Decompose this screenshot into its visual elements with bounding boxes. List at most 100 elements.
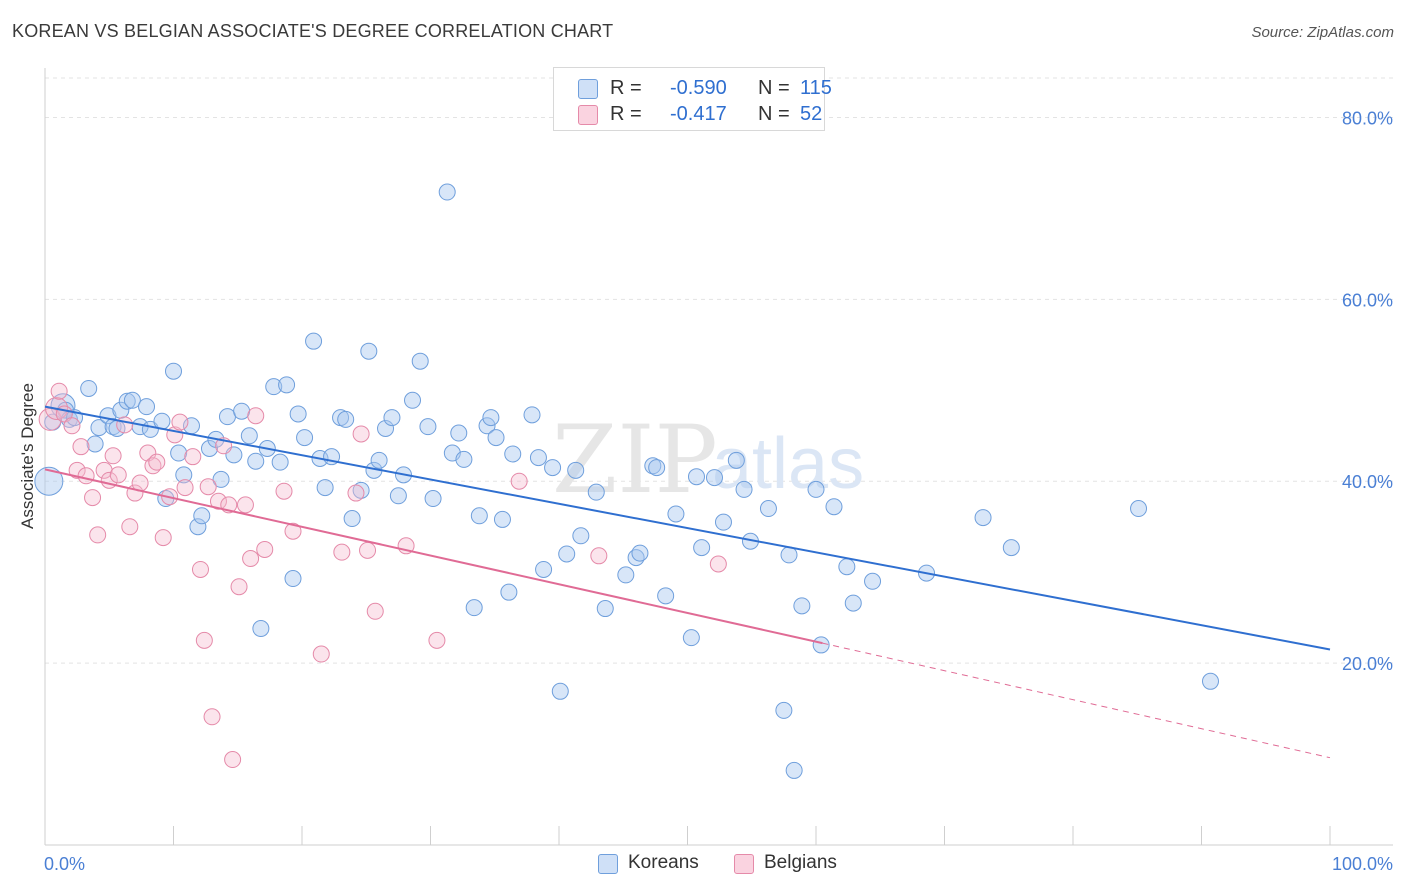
korean-point (265, 378, 283, 396)
trend-lines (44, 405, 1331, 759)
belgian-point (109, 466, 127, 484)
korean-point (424, 490, 442, 508)
korean-point (596, 600, 614, 618)
korean-point (587, 483, 605, 501)
belgian-point (191, 560, 209, 578)
axes (44, 68, 1393, 846)
korean-point (247, 452, 265, 470)
belgian-point (154, 529, 172, 547)
legend-swatch-koreans (598, 854, 618, 874)
korean-point (727, 451, 745, 469)
belgian-point (203, 708, 221, 726)
chart-title: KOREAN VS BELGIAN ASSOCIATE'S DEGREE COR… (12, 21, 614, 41)
legend-r-value: -0.590 (670, 77, 727, 99)
belgian-point (230, 578, 248, 596)
legend-stats: R = -0.590 N = 115 R = -0.417 N = 52 (553, 67, 832, 131)
korean-point (793, 597, 811, 615)
belgian-point (333, 543, 351, 561)
korean-point (377, 419, 395, 437)
korean-point (864, 572, 882, 590)
korean-point (370, 451, 388, 469)
belgian-point (428, 631, 446, 649)
korean-point (825, 498, 843, 516)
series-koreans (34, 183, 1219, 779)
legend-label-belgians: Belgians (764, 852, 837, 873)
korean-point (631, 544, 649, 562)
korean-point (1201, 672, 1219, 690)
korean-point (389, 487, 407, 505)
belgian-point (50, 382, 68, 400)
korean-point (86, 435, 104, 453)
korean-point (337, 410, 355, 428)
trend-line-koreans (44, 405, 1331, 651)
korean-point (493, 510, 511, 528)
korean-point (667, 505, 685, 523)
belgian-point (89, 526, 107, 544)
belgian-point (312, 645, 330, 663)
korean-point (617, 566, 635, 584)
korean-point (657, 587, 675, 605)
belgian-point (63, 417, 81, 435)
korean-point (343, 510, 361, 528)
korean-point (572, 527, 590, 545)
korean-point (352, 481, 370, 499)
korean-point (360, 342, 378, 360)
belgian-point (104, 447, 122, 465)
korean-point (693, 539, 711, 557)
korean-point (316, 479, 334, 497)
korean-point (193, 507, 211, 525)
korean-point (682, 629, 700, 647)
korean-point (974, 509, 992, 527)
korean-point (482, 409, 500, 427)
belgian-point (176, 479, 194, 497)
belgian-point (224, 751, 242, 769)
belgian-point (121, 518, 139, 536)
watermark-zip: ZIP (552, 406, 718, 515)
belgian-point (199, 478, 217, 496)
legend-label-koreans: Koreans (628, 852, 699, 873)
legend-n-label: N = (758, 103, 790, 125)
korean-point (648, 459, 666, 477)
y-tick-label: 60.0% (1342, 290, 1393, 310)
korean-point (34, 466, 64, 496)
belgian-point (171, 413, 189, 431)
x-tick-label: 100.0% (1332, 854, 1393, 874)
korean-point (567, 461, 585, 479)
korean-point (118, 392, 136, 410)
x-tick-label: 0.0% (44, 854, 85, 874)
korean-point (90, 419, 108, 437)
grid-lines (45, 77, 1393, 664)
belgian-point (68, 461, 86, 479)
korean-point (80, 379, 98, 397)
korean-point (289, 405, 307, 423)
korean-point (504, 445, 522, 463)
korean-point (705, 469, 723, 487)
legend-swatch-belgians (734, 854, 754, 874)
belgian-point (284, 522, 302, 540)
belgian-point (709, 555, 727, 573)
korean-point (284, 570, 302, 588)
korean-point (470, 507, 488, 525)
belgian-point (84, 489, 102, 507)
korean-point (487, 429, 505, 447)
belgian-point (359, 541, 377, 559)
legend-swatch-koreans (578, 79, 598, 99)
belgian-point (209, 492, 227, 510)
belgian-point (510, 472, 528, 490)
korean-point (138, 398, 156, 416)
korean-point (383, 409, 401, 427)
korean-point (465, 599, 483, 617)
korean-point (305, 332, 323, 350)
korean-point (212, 470, 230, 488)
korean-point (812, 636, 830, 654)
korean-point (296, 429, 314, 447)
korean-point (218, 408, 236, 426)
korean-point (411, 352, 429, 370)
korean-point (544, 459, 562, 477)
korean-point (271, 453, 289, 471)
korean-point (838, 558, 856, 576)
belgian-point (247, 407, 265, 425)
korean-point (200, 439, 218, 457)
y-tick-label: 20.0% (1342, 654, 1393, 674)
